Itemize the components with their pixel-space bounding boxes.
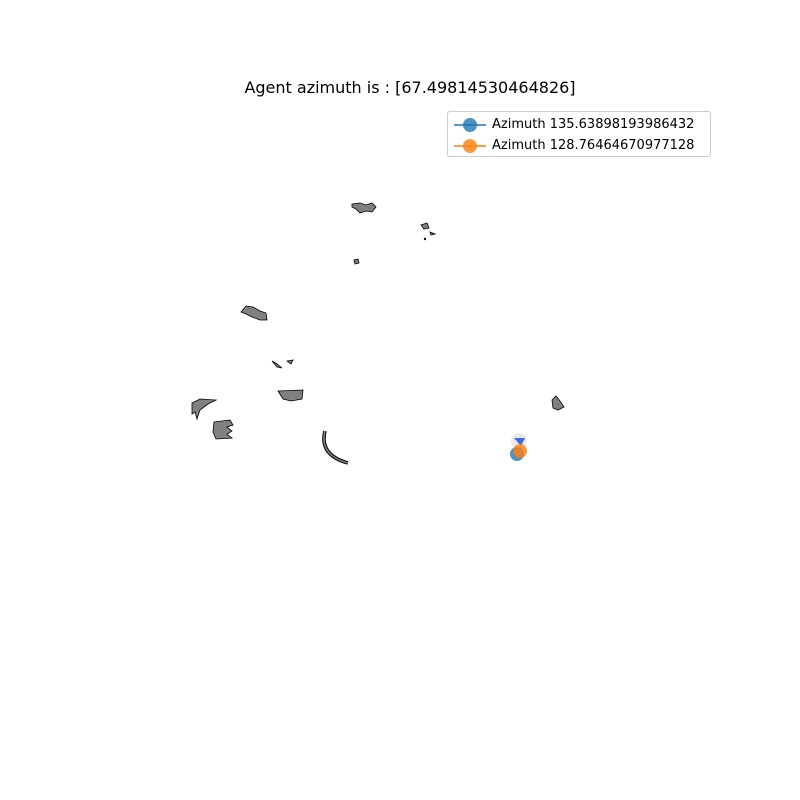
obstacle	[240, 305, 268, 321]
obstacle	[212, 419, 234, 440]
obstacle	[420, 222, 430, 230]
obstacle	[423, 237, 427, 241]
legend-entry: Azimuth 135.63898193986432	[448, 115, 710, 135]
obstacle	[191, 398, 218, 421]
legend-swatch-icon	[454, 118, 486, 132]
legend-label: Azimuth 135.63898193986432	[492, 117, 695, 132]
obstacle	[353, 258, 360, 265]
legend-swatch-icon	[454, 139, 486, 153]
obstacle	[351, 202, 377, 214]
obstacle	[551, 395, 565, 411]
chart-title: Agent azimuth is : [67.49814530464826]	[244, 78, 576, 97]
obstacle	[277, 389, 304, 402]
legend-label: Azimuth 128.76464670977128	[492, 138, 695, 153]
legend: Azimuth 135.63898193986432 Azimuth 128.7…	[447, 111, 711, 157]
obstacle	[429, 231, 437, 236]
legend-entry: Azimuth 128.76464670977128	[448, 136, 710, 156]
obstacle	[271, 360, 283, 369]
obstacle-layer	[191, 202, 565, 440]
obstacle-arc-fill	[323, 430, 349, 464]
series-point-azimuth-2	[513, 444, 527, 458]
agent-arrow-icon	[514, 438, 525, 446]
obstacle	[286, 359, 294, 365]
